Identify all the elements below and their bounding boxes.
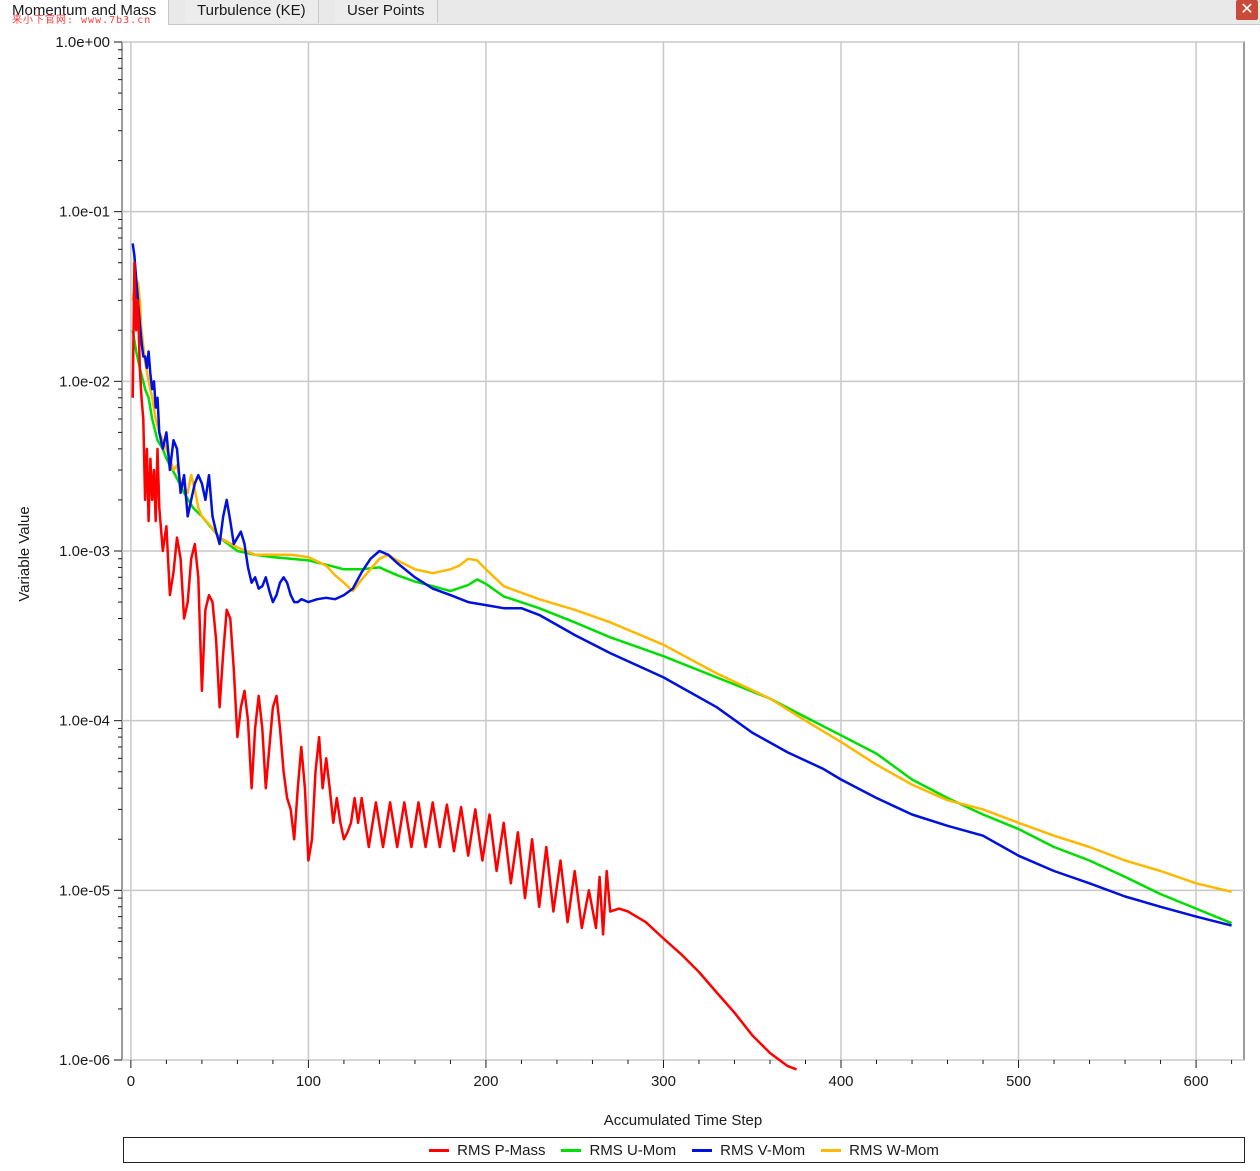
- convergence-chart: 0 100 200 300 400 500 600 1.0e+00 1.0e-01 1.0e-02…: [16, 34, 1245, 1129]
- x-tick-label: 200: [473, 1073, 498, 1090]
- legend-swatch: [561, 1148, 582, 1152]
- x-axis-label: Accumulated Time Step: [604, 1112, 762, 1129]
- tab-turbulence[interactable]: Turbulence (KE): [185, 0, 319, 23]
- close-button[interactable]: ✕: [1236, 0, 1258, 20]
- legend-label: RMS U-Mom: [589, 1141, 677, 1159]
- legend-item-v-mom[interactable]: RMS V-Mom: [692, 1142, 805, 1159]
- grid-lines: [122, 41, 1244, 1061]
- series-line-rms-p-mass: [131, 261, 798, 1071]
- x-tick-label: 600: [1184, 1073, 1209, 1090]
- y-tick-label: 1.0e-06: [59, 1052, 110, 1069]
- legend-swatch: [429, 1148, 450, 1152]
- legend-label: RMS P-Mass: [457, 1141, 546, 1159]
- x-tick-label: 500: [1006, 1073, 1031, 1090]
- tab-user-points[interactable]: User Points: [335, 0, 438, 23]
- y-tick-label: 1.0e-04: [59, 713, 110, 730]
- watermark: 来小下官网: www.7b3.cn: [12, 15, 152, 26]
- y-tick-label: 1.0e-02: [59, 373, 110, 390]
- y-tick-label: 1.0e-03: [59, 543, 110, 560]
- y-tick-label: 1.0e-01: [59, 204, 110, 221]
- legend-item-p-mass[interactable]: RMS P-Mass: [429, 1142, 545, 1159]
- legend-swatch: [821, 1148, 842, 1152]
- x-tick-label: 400: [828, 1073, 853, 1090]
- tab-momentum-and-mass[interactable]: Momentum and Mass: [0, 0, 170, 25]
- x-tick-label: 0: [127, 1073, 135, 1090]
- legend: RMS P-Mass RMS U-Mom RMS V-Mom RMS W-Mom: [123, 1137, 1245, 1163]
- legend-item-w-mom[interactable]: RMS W-Mom: [821, 1142, 939, 1159]
- legend-label: RMS W-Mom: [849, 1141, 939, 1159]
- legend-label: RMS V-Mom: [720, 1141, 806, 1159]
- x-tick-label: 300: [651, 1073, 676, 1090]
- legend-item-u-mom[interactable]: RMS U-Mom: [561, 1142, 676, 1159]
- x-tick-label: 100: [296, 1073, 321, 1090]
- tab-bar: Momentum and Mass Turbulence (KE) User P…: [0, 0, 1260, 25]
- series-lines: [131, 243, 1233, 1071]
- y-tick-label: 1.0e-05: [59, 882, 110, 899]
- axes: 0 100 200 300 400 500 600 1.0e+00 1.0e-01 1.0e-02…: [55, 34, 1233, 1090]
- y-axis-label: Variable Value: [16, 506, 33, 601]
- series-line-rms-v-mom: [131, 243, 1232, 927]
- legend-swatch: [692, 1148, 713, 1152]
- close-icon: ✕: [1240, 1, 1254, 18]
- y-tick-label: 1.0e+00: [55, 34, 110, 51]
